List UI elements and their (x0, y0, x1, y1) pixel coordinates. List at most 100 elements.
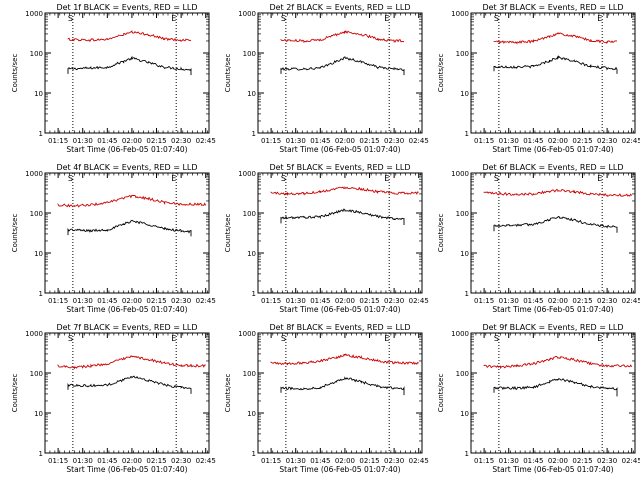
y-tick-label: 1 (252, 450, 256, 458)
y-tick-label: 10 (34, 410, 43, 418)
events-curve (493, 215, 618, 233)
lld-curve (280, 30, 405, 43)
plot-frame (44, 332, 210, 454)
marker-label-E: E (597, 14, 602, 23)
panel-title: Det 7f BLACK = Events, RED = LLD (56, 323, 197, 332)
x-tick-label: 01:45 (310, 457, 330, 465)
marker-label-E: E (171, 14, 176, 23)
panel-title: Det 8f BLACK = Events, RED = LLD (269, 323, 410, 332)
x-tick-label: 02:45 (409, 137, 429, 145)
x-tick-label: 01:15 (474, 137, 494, 145)
x-tick-label: 01:30 (286, 137, 306, 145)
x-tick-label: 01:30 (73, 137, 93, 145)
x-tick-label: 02:00 (122, 297, 142, 305)
x-tick-label: 01:30 (286, 297, 306, 305)
y-tick-label: 1000 (25, 170, 43, 178)
marker-label-E: E (597, 174, 602, 183)
x-tick-label: 02:45 (409, 297, 429, 305)
x-tick-label: 02:00 (548, 297, 568, 305)
panel-title: Det 5f BLACK = Events, RED = LLD (269, 163, 410, 172)
panel-det-2: Det 2f BLACK = Events, RED = LLD Counts/s… (224, 3, 429, 154)
events-curve (280, 208, 405, 225)
y-axis-label: Counts/sec (437, 54, 445, 93)
x-tick-label: 02:15 (572, 297, 592, 305)
marker-label-E: E (171, 174, 176, 183)
y-tick-label: 1 (252, 130, 256, 138)
panel-title: Det 2f BLACK = Events, RED = LLD (269, 3, 410, 12)
x-tick-label: 02:00 (335, 137, 355, 145)
marker-label-S: S (494, 334, 499, 343)
plot-frame (470, 172, 636, 294)
y-tick-label: 1000 (238, 170, 256, 178)
panel-det-7: Det 7f BLACK = Events, RED = LLD Counts/s… (11, 323, 216, 474)
lld-curve (57, 355, 206, 370)
x-tick-label: 02:30 (597, 457, 617, 465)
x-tick-label: 02:00 (335, 297, 355, 305)
lld-curve (67, 30, 192, 43)
y-tick-label: 1 (465, 290, 469, 298)
x-tick-label: 01:15 (48, 297, 68, 305)
y-tick-label: 1 (39, 450, 43, 458)
marker-label-S: S (68, 174, 73, 183)
x-tick-label: 01:30 (286, 457, 306, 465)
x-tick-label: 02:15 (146, 137, 166, 145)
marker-label-E: E (597, 334, 602, 343)
marker-label-S: S (68, 334, 73, 343)
y-tick-label: 100 (456, 370, 469, 378)
x-tick-label: 01:30 (499, 297, 519, 305)
panel-title: Det 6f BLACK = Events, RED = LLD (482, 163, 623, 172)
marker-label-S: S (494, 174, 499, 183)
y-tick-label: 1000 (238, 330, 256, 338)
x-axis-label: Start Time (06-Feb-05 01:07:40) (66, 465, 187, 474)
x-tick-label: 01:45 (97, 297, 117, 305)
x-tick-label: 02:30 (384, 137, 404, 145)
y-tick-label: 1000 (451, 170, 469, 178)
y-tick-label: 1 (465, 130, 469, 138)
panel-det-9: Det 9f BLACK = Events, RED = LLD Counts/s… (437, 323, 640, 474)
panel-title: Det 9f BLACK = Events, RED = LLD (482, 323, 623, 332)
y-tick-label: 10 (460, 250, 469, 258)
events-curve (280, 376, 405, 396)
lld-curve (270, 186, 419, 196)
y-tick-label: 10 (247, 250, 256, 258)
y-tick-label: 10 (34, 250, 43, 258)
x-tick-label: 01:15 (261, 457, 281, 465)
plot-frame (470, 332, 636, 454)
plot-frame (257, 332, 423, 454)
y-tick-label: 1 (39, 130, 43, 138)
lld-curve (483, 188, 633, 197)
plot-frame (44, 12, 210, 134)
y-tick-label: 10 (247, 90, 256, 98)
lld-curve (483, 355, 633, 370)
marker-label-E: E (171, 334, 176, 343)
x-tick-label: 01:45 (97, 457, 117, 465)
x-axis-label: Start Time (06-Feb-05 01:07:40) (279, 145, 400, 154)
x-tick-label: 01:45 (310, 297, 330, 305)
marker-label-S: S (281, 14, 286, 23)
plot-frame (44, 172, 210, 294)
events-curve (67, 375, 192, 394)
x-tick-label: 02:15 (359, 137, 379, 145)
events-curve (67, 219, 192, 237)
x-tick-label: 02:00 (548, 457, 568, 465)
x-tick-label: 02:30 (597, 137, 617, 145)
x-tick-label: 02:30 (171, 297, 191, 305)
x-tick-label: 01:45 (310, 137, 330, 145)
x-axis-label: Start Time (06-Feb-05 01:07:40) (279, 305, 400, 314)
x-tick-label: 01:15 (474, 297, 494, 305)
x-tick-label: 02:15 (572, 457, 592, 465)
x-tick-label: 01:45 (523, 457, 543, 465)
marker-label-E: E (384, 14, 389, 23)
x-tick-label: 01:30 (73, 297, 93, 305)
x-axis-label: Start Time (06-Feb-05 01:07:40) (492, 305, 613, 314)
marker-label-E: E (384, 174, 389, 183)
x-tick-label: 02:45 (196, 137, 216, 145)
x-tick-label: 02:15 (359, 457, 379, 465)
panel-title: Det 3f BLACK = Events, RED = LLD (482, 3, 623, 12)
x-tick-label: 02:45 (622, 297, 640, 305)
x-tick-label: 02:00 (122, 137, 142, 145)
y-axis-label: Counts/sec (437, 214, 445, 253)
x-tick-label: 01:45 (523, 297, 543, 305)
x-tick-label: 01:45 (97, 137, 117, 145)
marker-label-S: S (281, 174, 286, 183)
